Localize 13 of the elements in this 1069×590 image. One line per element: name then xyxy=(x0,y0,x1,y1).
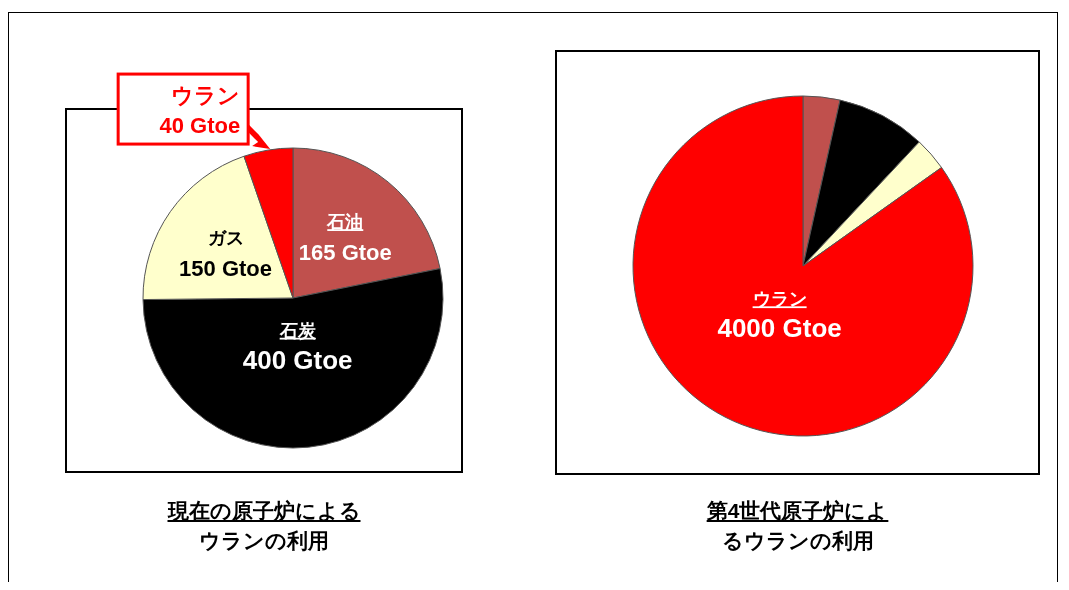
slice-label: ガス xyxy=(207,228,244,249)
slice-label: ウラン xyxy=(171,83,241,109)
slice-label: 石炭 xyxy=(278,320,317,341)
text: 第4世代原子炉によるウランの利用 xyxy=(705,498,890,554)
data-label: 400 Gtoe xyxy=(242,344,353,375)
data-label: 4000 Gtoe xyxy=(717,313,842,344)
text: 現在の原子炉によるウランの利用 xyxy=(166,498,362,554)
slice-label: ウラン xyxy=(752,289,807,310)
pie-slice xyxy=(632,95,974,437)
data-label: 150 Gtoe xyxy=(179,256,273,282)
slice-label: 石油 xyxy=(326,212,364,233)
data-label: 40 Gtoe xyxy=(159,113,241,139)
data-label: 165 Gtoe xyxy=(298,240,392,266)
